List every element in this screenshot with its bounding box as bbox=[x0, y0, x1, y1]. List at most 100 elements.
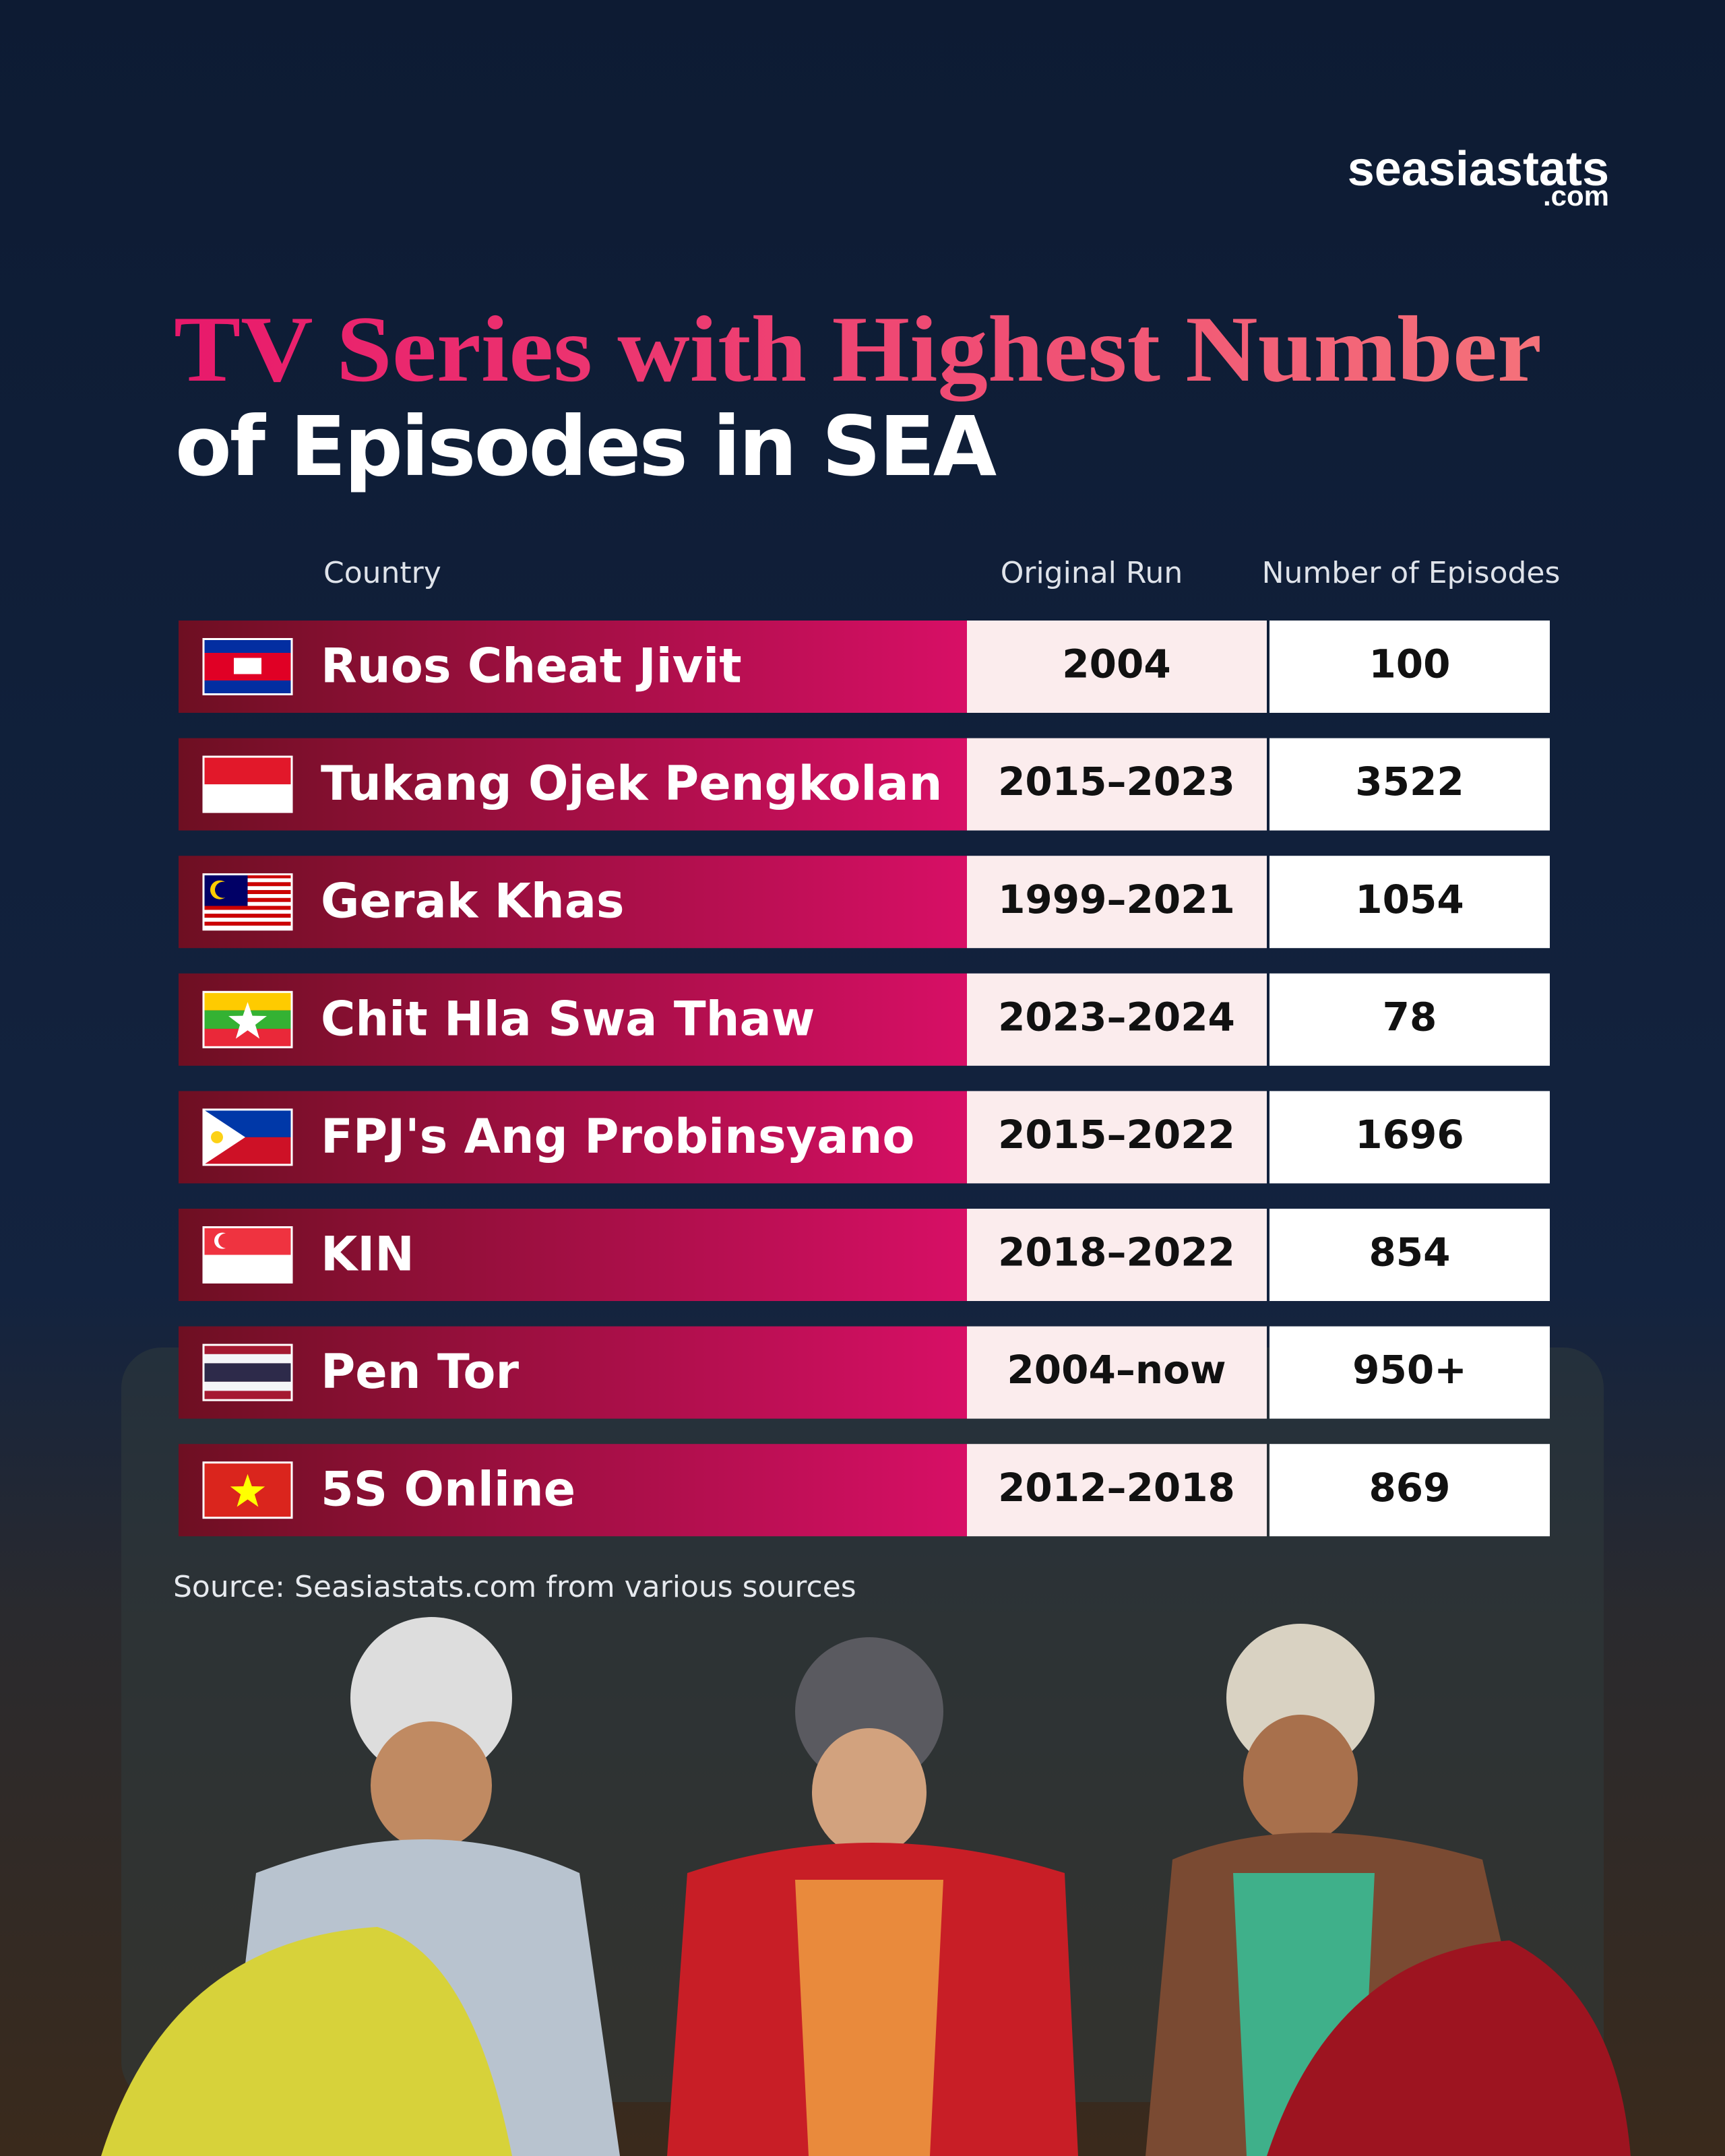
flag-part bbox=[203, 1109, 245, 1165]
episodes-cell bbox=[1269, 1326, 1550, 1419]
flag-part bbox=[218, 1233, 233, 1248]
table-row: Ruos Cheat Jivit 2004 100 bbox=[179, 621, 1550, 713]
flag-part bbox=[203, 1381, 292, 1391]
name-cell bbox=[179, 738, 967, 831]
photo-riders bbox=[101, 1617, 1631, 2156]
table-row: Tukang Ojek Pengkolan 2015–2023 3522 bbox=[179, 738, 1550, 831]
episode-count: 869 bbox=[1369, 1465, 1450, 1511]
name-cell bbox=[179, 1444, 967, 1537]
episode-count: 100 bbox=[1369, 641, 1450, 687]
country-flag bbox=[202, 873, 293, 931]
original-run: 2018–2022 bbox=[998, 1230, 1235, 1275]
episodes-cell bbox=[1269, 1091, 1550, 1184]
brand-suffix: .com bbox=[1543, 180, 1609, 212]
flag-part bbox=[230, 1473, 265, 1507]
original-run: 2015–2022 bbox=[998, 1112, 1235, 1158]
flag-part bbox=[203, 1345, 292, 1354]
run-cell bbox=[967, 856, 1267, 949]
original-run: 2004 bbox=[1062, 641, 1170, 687]
flag-border bbox=[202, 990, 293, 1048]
run-cell bbox=[967, 738, 1267, 831]
episode-count: 1696 bbox=[1355, 1112, 1464, 1158]
column-header: Original Run bbox=[1001, 556, 1183, 590]
series-name: Chit Hla Swa Thaw bbox=[321, 991, 815, 1046]
flag-part bbox=[203, 906, 292, 910]
title-line1: TV Series with Highest Number bbox=[174, 297, 1542, 402]
original-run: 2015–2023 bbox=[998, 759, 1235, 804]
flag-border bbox=[202, 1343, 293, 1401]
table-row: Pen Tor 2004–now 950+ bbox=[179, 1326, 1550, 1419]
flag-part bbox=[211, 1131, 223, 1143]
flag-part bbox=[234, 658, 261, 674]
name-cell bbox=[179, 973, 967, 1066]
country-flag bbox=[202, 755, 293, 813]
run-cell bbox=[967, 973, 1267, 1066]
episode-count: 78 bbox=[1383, 994, 1437, 1040]
run-cell bbox=[967, 621, 1267, 713]
series-name: KIN bbox=[321, 1227, 414, 1282]
source-note: Source: Seasiastats.com from various sou… bbox=[173, 1570, 856, 1604]
country-flag bbox=[202, 1108, 293, 1166]
flag-part bbox=[203, 910, 292, 914]
country-flag bbox=[202, 1226, 293, 1283]
flag-part bbox=[228, 1002, 267, 1039]
flag-border bbox=[202, 755, 293, 813]
episodes-cell bbox=[1269, 1209, 1550, 1301]
country-flag bbox=[202, 1461, 293, 1519]
flag-part bbox=[215, 881, 231, 898]
series-name: Ruos Cheat Jivit bbox=[321, 639, 742, 694]
episode-count: 3522 bbox=[1355, 759, 1464, 804]
flag-part bbox=[203, 921, 292, 926]
name-cell bbox=[179, 1091, 967, 1184]
flag-part bbox=[203, 914, 292, 918]
table-row: Gerak Khas 1999–2021 1054 bbox=[179, 856, 1550, 949]
original-run: 2004–now bbox=[1007, 1347, 1226, 1393]
column-header: Number of Episodes bbox=[1262, 556, 1561, 590]
original-run: 1999–2021 bbox=[998, 877, 1235, 922]
episodes-cell bbox=[1269, 1444, 1550, 1537]
title-line2: of Episodes in SEA bbox=[175, 399, 997, 495]
brand-name: seasiastats bbox=[1348, 142, 1609, 196]
table-row: KIN 2018–2022 854 bbox=[179, 1209, 1550, 1301]
run-cell bbox=[967, 1209, 1267, 1301]
run-cell bbox=[967, 1091, 1267, 1184]
episodes-cell bbox=[1269, 621, 1550, 713]
flag-border bbox=[202, 873, 293, 931]
column-header: Country bbox=[323, 556, 441, 590]
flag-part bbox=[203, 1363, 292, 1382]
series-name: Pen Tor bbox=[321, 1344, 520, 1399]
table-rows: Ruos Cheat Jivit 2004 100 Tukang Ojek Pengk… bbox=[179, 621, 1550, 1537]
name-cell bbox=[179, 621, 967, 713]
flag-border bbox=[202, 1226, 293, 1283]
series-name: Tukang Ojek Pengkolan bbox=[321, 756, 942, 811]
table-row: FPJ's Ang Probinsyano 2015–2022 1696 bbox=[179, 1091, 1550, 1184]
flag-part bbox=[203, 1391, 292, 1401]
series-name: 5S Online bbox=[321, 1462, 575, 1517]
country-flag bbox=[202, 990, 293, 1048]
table-row: Chit Hla Swa Thaw 2023–2024 78 bbox=[179, 973, 1550, 1066]
flag-border bbox=[202, 1461, 293, 1519]
flag-part bbox=[203, 757, 292, 785]
original-run: 2023–2024 bbox=[998, 994, 1235, 1040]
original-run: 2012–2018 bbox=[998, 1465, 1235, 1511]
episodes-cell bbox=[1269, 738, 1550, 831]
run-cell bbox=[967, 1444, 1267, 1537]
flag-part bbox=[203, 918, 292, 922]
episode-count: 950+ bbox=[1352, 1347, 1467, 1393]
series-name: Gerak Khas bbox=[321, 874, 625, 929]
name-cell bbox=[179, 1209, 967, 1301]
name-cell bbox=[179, 856, 967, 949]
episodes-cell bbox=[1269, 856, 1550, 949]
flag-part bbox=[203, 1354, 292, 1364]
series-name: FPJ's Ang Probinsyano bbox=[321, 1109, 914, 1164]
flag-border bbox=[202, 1108, 293, 1166]
flag-border bbox=[202, 638, 293, 695]
episode-count: 854 bbox=[1369, 1230, 1450, 1275]
table-row: 5S Online 2012–2018 869 bbox=[179, 1444, 1550, 1537]
episodes-cell bbox=[1269, 973, 1550, 1066]
country-flag bbox=[202, 1343, 293, 1401]
run-cell bbox=[967, 1326, 1267, 1419]
episode-count: 1054 bbox=[1355, 877, 1464, 922]
flag-part bbox=[203, 925, 292, 930]
